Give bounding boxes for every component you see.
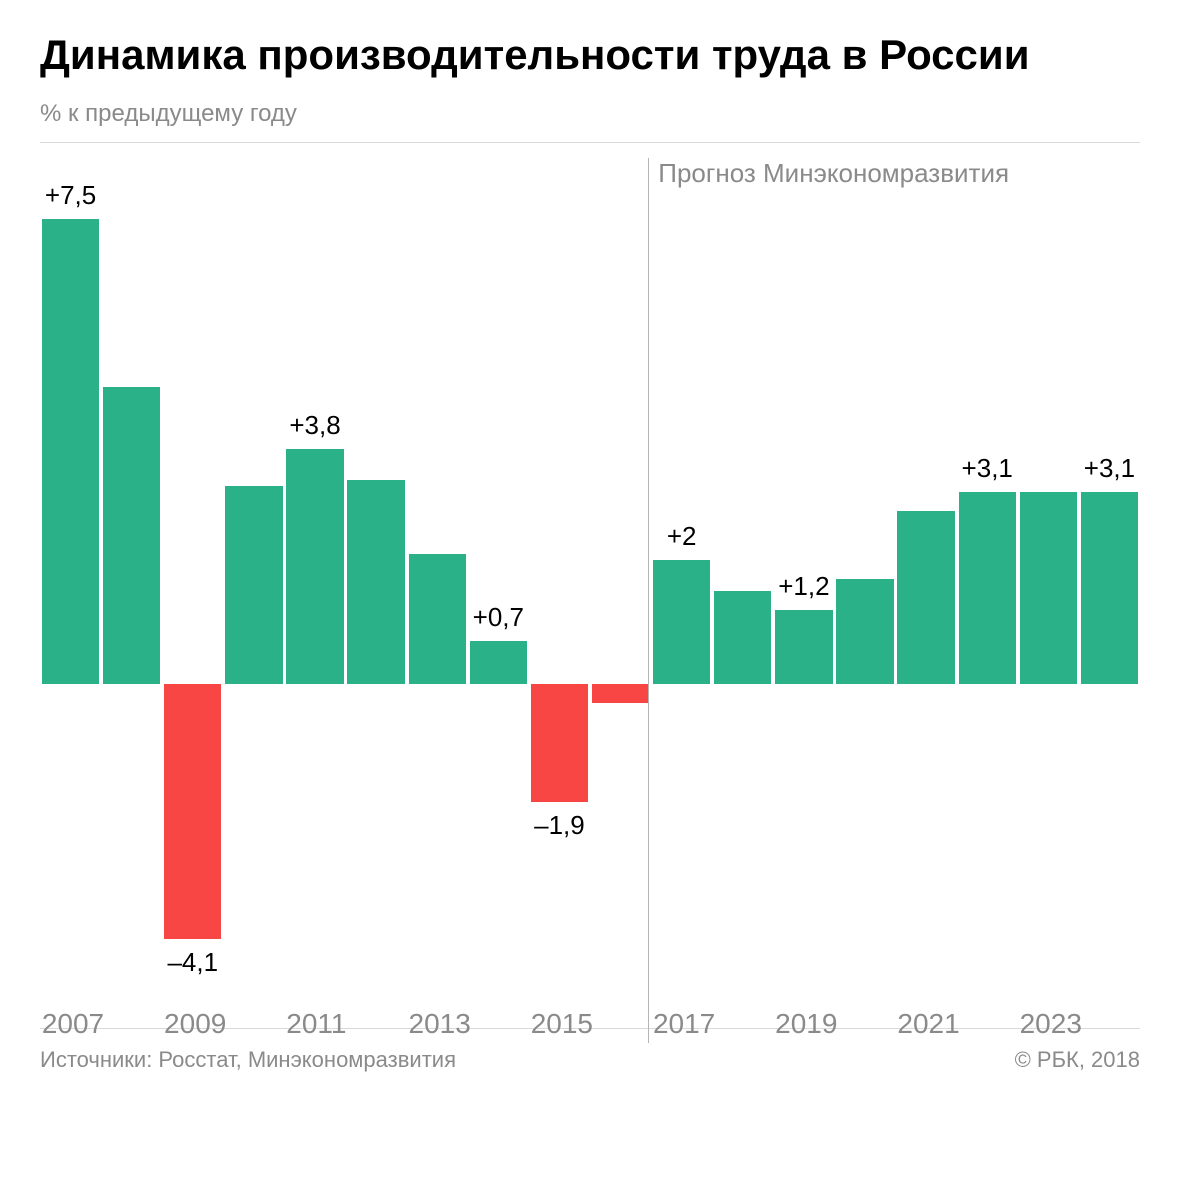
bar-label-2022: +3,1 <box>962 453 1013 484</box>
sources-text: Источники: Росстат, Минэкономразвития <box>40 1047 456 1073</box>
copyright-text: © РБК, 2018 <box>1015 1047 1140 1073</box>
bar-2020 <box>836 579 893 684</box>
bar-2021 <box>897 511 954 685</box>
x-label-2013: 2013 <box>409 1008 471 1040</box>
bar-2019 <box>775 610 832 684</box>
bar-2008 <box>103 387 160 685</box>
bar-2017 <box>653 560 710 684</box>
bar-label-2017: +2 <box>667 521 697 552</box>
bar-2009 <box>164 684 221 938</box>
chart-subtitle: % к предыдущему году <box>40 100 1140 128</box>
bar-2016 <box>592 684 649 703</box>
forecast-divider <box>648 158 649 1043</box>
bar-2015 <box>531 684 588 802</box>
bar-2014 <box>470 641 527 684</box>
bar-label-2007: +7,5 <box>45 180 96 211</box>
bar-chart: +7,5–4,1+3,8+0,7–1,9+2+1,2+3,1+3,1Прогно… <box>40 188 1140 988</box>
bar-label-2015: –1,9 <box>534 810 585 841</box>
bar-label-2024: +3,1 <box>1084 453 1135 484</box>
forecast-label: Прогноз Минэкономразвития <box>658 158 1009 189</box>
divider-top <box>40 142 1140 143</box>
x-label-2023: 2023 <box>1020 1008 1082 1040</box>
x-label-2021: 2021 <box>897 1008 959 1040</box>
x-label-2019: 2019 <box>775 1008 837 1040</box>
bar-2024 <box>1081 492 1138 684</box>
bar-label-2009: –4,1 <box>167 947 218 978</box>
bar-label-2019: +1,2 <box>778 571 829 602</box>
x-label-2015: 2015 <box>531 1008 593 1040</box>
bar-2018 <box>714 591 771 684</box>
bar-2010 <box>225 486 282 684</box>
bar-2023 <box>1020 492 1077 684</box>
bar-2011 <box>286 449 343 685</box>
x-label-2007: 2007 <box>42 1008 104 1040</box>
x-label-2009: 2009 <box>164 1008 226 1040</box>
bar-2012 <box>347 480 404 685</box>
bar-2013 <box>409 554 466 684</box>
x-label-2017: 2017 <box>653 1008 715 1040</box>
x-label-2011: 2011 <box>286 1008 346 1040</box>
bar-label-2014: +0,7 <box>473 602 524 633</box>
bar-2022 <box>959 492 1016 684</box>
bar-2007 <box>42 219 99 684</box>
chart-title: Динамика производительности труда в Росс… <box>40 30 1140 80</box>
bar-label-2011: +3,8 <box>289 410 340 441</box>
chart-container: +7,5–4,1+3,8+0,7–1,9+2+1,2+3,1+3,1Прогно… <box>40 188 1140 988</box>
